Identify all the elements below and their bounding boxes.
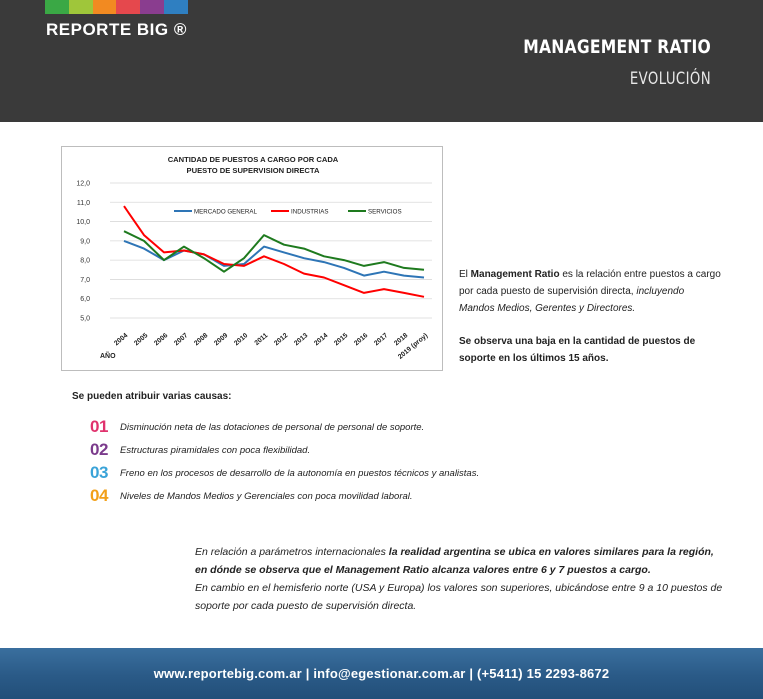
- page-title: MANAGEMENT RATIO: [523, 36, 711, 58]
- footer-bar: www.reportebig.com.ar | info@egestionar.…: [0, 648, 763, 699]
- conclusion-text: En relación a parámetros internacionales…: [195, 543, 723, 615]
- x-tick-label: 2010: [233, 332, 249, 347]
- cause-text: Freno en los procesos de desarrollo de l…: [120, 467, 480, 479]
- description-paragraph-1: El Management Ratio es la relación entre…: [459, 269, 721, 314]
- x-tick-label: 2008: [193, 332, 209, 347]
- y-tick-label: 8,0: [80, 258, 90, 265]
- cause-number: 01: [90, 417, 108, 436]
- strip-segment: [92, 0, 117, 14]
- chart-canvas: CANTIDAD DE PUESTOS A CARGO POR CADA PUES…: [76, 155, 432, 361]
- cause-item: 04 Niveles de Mandos Medios y Gerenciales…: [90, 486, 413, 506]
- description-block: El Management Ratio es la relación entre…: [459, 266, 721, 383]
- footer-contact[interactable]: www.reportebig.com.ar | info@egestionar.…: [153, 666, 610, 681]
- x-tick-label: 2015: [333, 332, 349, 347]
- x-tick-label: 2009: [213, 332, 229, 347]
- conclusion-sentence-1: En relación a parámetros internacionales…: [195, 546, 714, 576]
- header-banner: REPORTE BIG ® MANAGEMENT RATIO EVOLUCIÓN: [0, 0, 763, 122]
- y-tick-label: 7,0: [80, 277, 90, 284]
- legend-label: INDUSTRIAS: [291, 209, 328, 216]
- cause-item: 03 Freno en los procesos de desarrollo de…: [90, 463, 479, 483]
- x-tick-label: 2005: [133, 332, 149, 347]
- cause-number: 03: [90, 463, 108, 482]
- cause-item: 02 Estructuras piramidales con poca flexi…: [90, 440, 310, 460]
- legend-label: SERVICIOS: [368, 209, 402, 216]
- x-tick-label: 2006: [153, 332, 169, 347]
- causes-heading: Se pueden atribuir varias causas:: [72, 391, 232, 402]
- strip-segment: [45, 0, 69, 14]
- cause-text: Niveles de Mandos Medios y Gerenciales c…: [120, 490, 413, 502]
- x-tick-label: 2012: [273, 332, 289, 347]
- strip-segment: [140, 0, 164, 14]
- cause-item: 01 Disminución neta de las dotaciones de …: [90, 417, 424, 437]
- y-tick-label: 9,0: [80, 238, 90, 245]
- cause-number: 04: [90, 486, 108, 505]
- strip-segment: [68, 0, 93, 14]
- legend-label: MERCADO GENERAL: [194, 209, 257, 216]
- cause-text: Disminución neta de las dotaciones de pe…: [120, 421, 425, 433]
- description-paragraph-2: Se observa una baja en la cantidad de pu…: [459, 336, 696, 364]
- page-subtitle: EVOLUCIÓN: [629, 69, 711, 89]
- y-tick-label: 5,0: [80, 316, 90, 323]
- x-tick-label: 2018: [393, 332, 409, 347]
- strip-segment: [163, 0, 188, 14]
- cause-text: Estructuras piramidales con poca flexibi…: [120, 444, 311, 456]
- x-tick-label: 2004: [113, 332, 129, 347]
- y-tick-label: 12,0: [76, 181, 90, 188]
- x-axis-label: AÑO: [100, 351, 116, 360]
- x-tick-label: 2016: [353, 332, 369, 347]
- series-line-mercado-general: [123, 239, 425, 279]
- strip-segment: [116, 0, 141, 14]
- cause-number: 02: [90, 440, 108, 459]
- x-tick-label: 2011: [253, 332, 269, 347]
- conclusion-sentence-2: En cambio en el hemisferio norte (USA y …: [195, 582, 723, 612]
- brand-color-strip: [45, 0, 188, 14]
- chart-title-line-2: PUESTO DE SUPERVISION DIRECTA: [187, 166, 320, 175]
- x-tick-label: 2007: [173, 332, 189, 347]
- y-tick-label: 10,0: [76, 219, 90, 226]
- y-tick-label: 6,0: [80, 296, 90, 303]
- x-tick-label: 2017: [373, 332, 389, 347]
- brand-logo-text: REPORTE BIG ®: [46, 20, 187, 39]
- x-tick-label: 2014: [313, 332, 329, 347]
- line-chart: CANTIDAD DE PUESTOS A CARGO POR CADA PUES…: [61, 146, 443, 371]
- y-tick-label: 11,0: [77, 200, 90, 207]
- chart-title-line-1: CANTIDAD DE PUESTOS A CARGO POR CADA: [168, 155, 339, 164]
- series-line-servicios: [123, 230, 425, 273]
- series-line-industrias: [123, 205, 425, 298]
- x-tick-label: 2013: [293, 332, 309, 347]
